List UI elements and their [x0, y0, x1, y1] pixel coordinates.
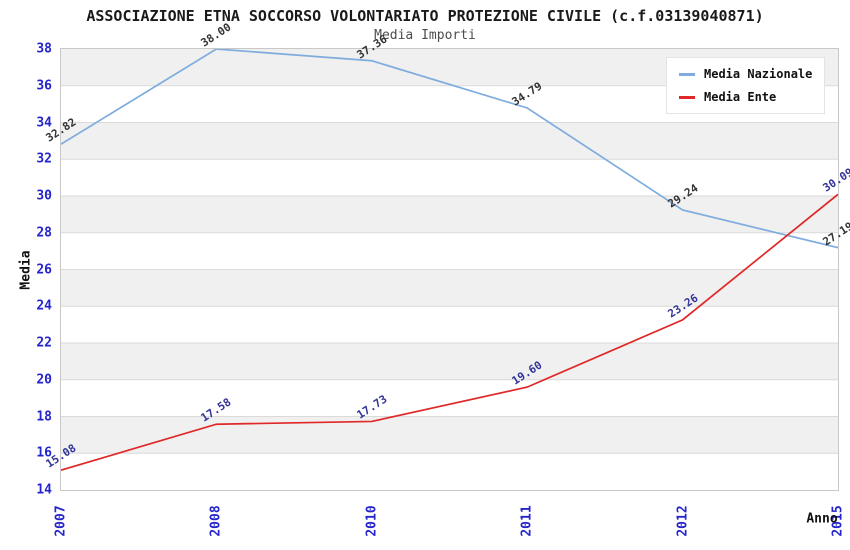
legend-label-ente: Media Ente — [704, 90, 777, 104]
y-tick-label: 36 — [36, 78, 52, 94]
x-tick-label: 2007 — [53, 505, 69, 537]
x-tick-label: 2008 — [208, 505, 224, 537]
x-tick-label: 2012 — [675, 505, 691, 537]
chart-subtitle: Media Importi — [374, 28, 476, 43]
y-tick-label: 20 — [36, 372, 52, 388]
y-tick-label: 18 — [36, 409, 52, 424]
grid-band — [61, 416, 838, 454]
y-axis-title: Media — [18, 250, 34, 290]
y-tick-label: 32 — [36, 151, 52, 167]
plot-canvas — [61, 49, 838, 471]
grid-band — [61, 122, 838, 160]
y-tick-label: 26 — [36, 262, 52, 277]
y-tick-label: 34 — [36, 115, 52, 130]
grid-band — [61, 269, 838, 307]
legend-item-media-nazionale: Media Nazionale — [679, 67, 812, 81]
y-tick-label: 22 — [36, 335, 52, 351]
series-line-ente — [61, 193, 838, 471]
legend-item-media-ente: Media Ente — [679, 90, 812, 104]
grid-band — [61, 196, 838, 233]
x-tick-label: 2010 — [364, 505, 380, 537]
legend-line-sample-ente — [679, 95, 695, 99]
y-tick-label: 24 — [36, 298, 52, 314]
y-tick-label: 28 — [36, 225, 52, 241]
grid-band — [61, 343, 838, 380]
legend-line-sample-nazionale — [679, 72, 695, 76]
y-tick-label: 16 — [36, 445, 52, 461]
legend-label-nazionale: Media Nazionale — [704, 67, 813, 81]
y-tick-label: 38 — [36, 41, 52, 57]
y-tick-label: 30 — [36, 188, 52, 204]
x-axis-title: Anno — [806, 511, 838, 527]
chart-title: ASSOCIAZIONE ETNA SOCCORSO VOLONTARIATO … — [86, 7, 764, 25]
series-line-nazionale — [61, 49, 838, 249]
y-tick-label: 14 — [36, 482, 52, 498]
plot-area — [60, 48, 839, 491]
legend: Media Nazionale Media Ente — [666, 57, 826, 114]
x-tick-label: 2011 — [519, 505, 535, 537]
